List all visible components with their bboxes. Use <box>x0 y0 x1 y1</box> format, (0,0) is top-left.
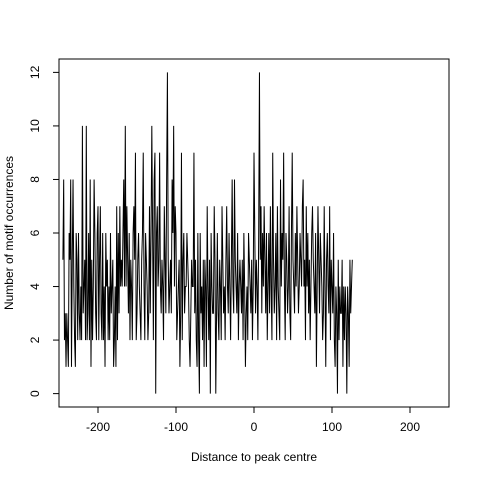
y-axis-label: Number of motif occurrences <box>2 156 16 310</box>
x-tick-label: 200 <box>400 420 420 434</box>
x-tick-label: -200 <box>86 420 110 434</box>
y-axis-ticks: 0 2 4 6 8 10 12 <box>28 65 59 397</box>
x-tick-label: 0 <box>251 420 258 434</box>
y-tick-label: 6 <box>28 229 42 236</box>
y-tick-label: 12 <box>28 65 42 79</box>
x-tick-label: -100 <box>164 420 188 434</box>
x-axis-label: Distance to peak centre <box>191 450 317 464</box>
y-tick-label: 4 <box>28 283 42 290</box>
x-tick-label: 100 <box>322 420 342 434</box>
x-axis-ticks: -200 -100 0 100 200 <box>86 407 420 434</box>
series-line <box>62 72 353 394</box>
y-tick-label: 10 <box>28 119 42 133</box>
y-tick-label: 0 <box>28 390 42 397</box>
y-tick-label: 8 <box>28 176 42 183</box>
y-tick-label: 2 <box>28 336 42 343</box>
